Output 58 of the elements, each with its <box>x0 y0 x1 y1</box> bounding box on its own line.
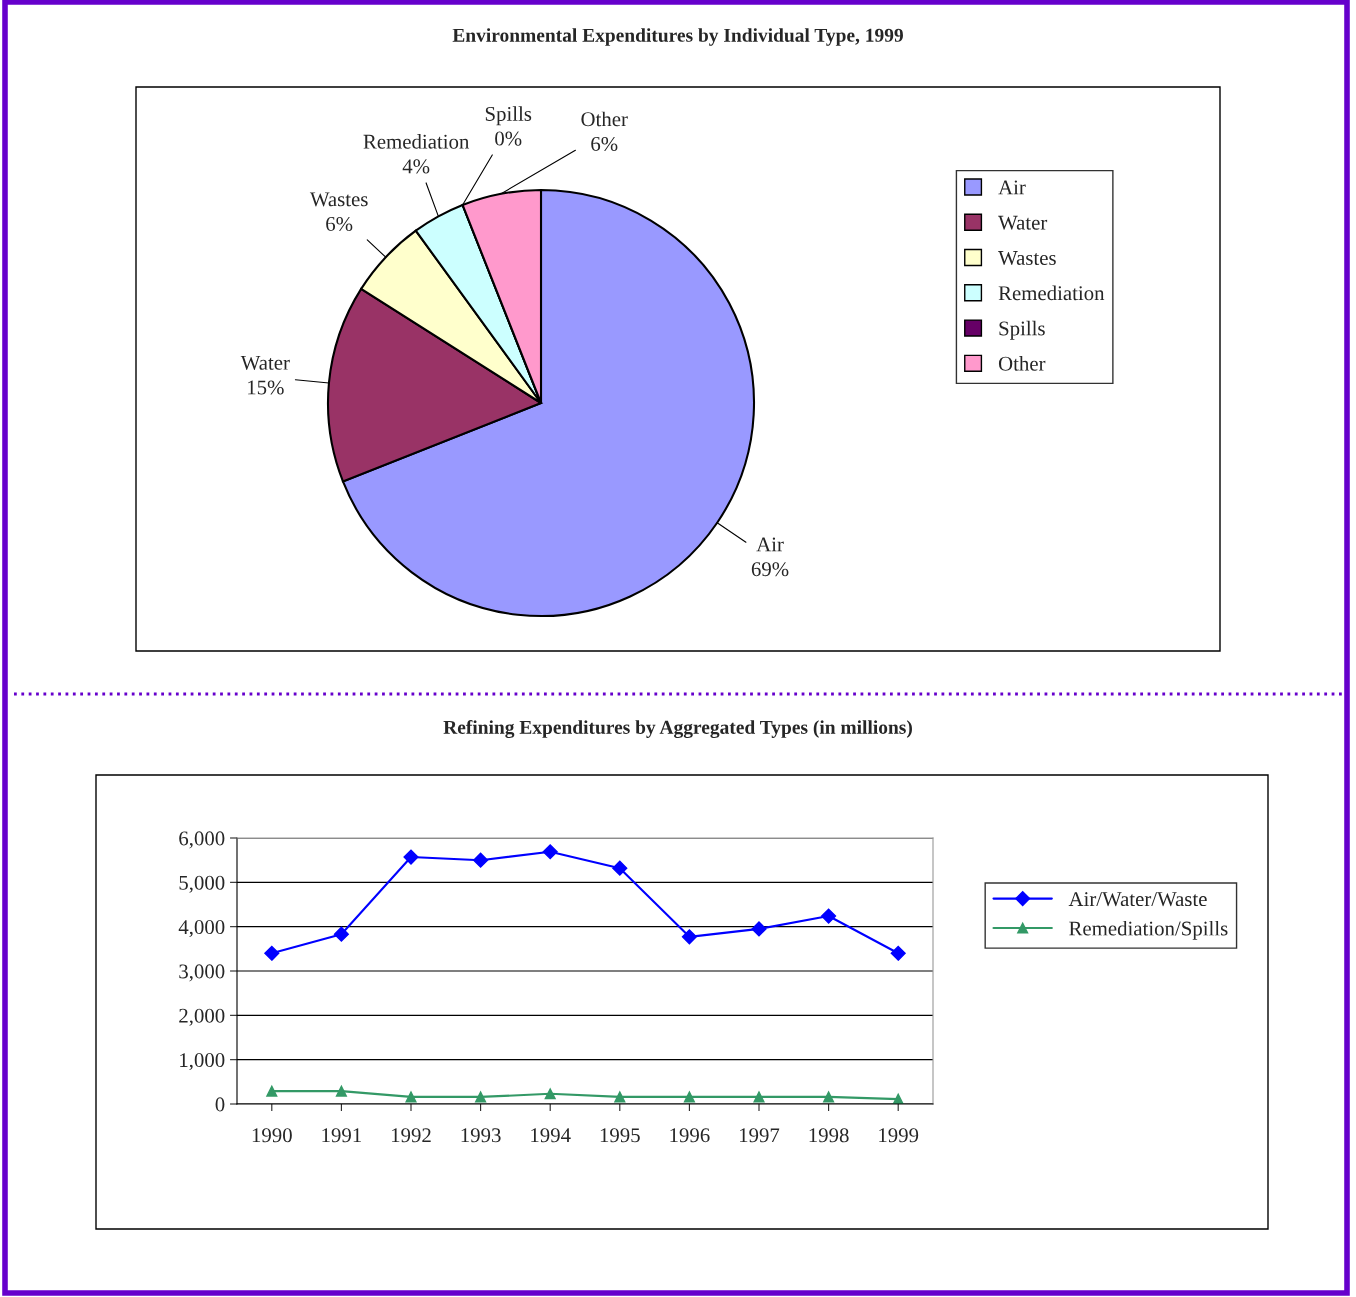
point <box>683 1091 695 1103</box>
point <box>751 921 767 937</box>
point <box>542 844 558 860</box>
legend-label: Other <box>998 356 1046 371</box>
point <box>335 1085 347 1097</box>
point <box>823 1091 835 1103</box>
legend-label: Remediation <box>998 285 1105 301</box>
x-tick-label: 1996 <box>670 1128 710 1143</box>
point <box>475 1091 487 1103</box>
legend-label: Air <box>998 180 1026 195</box>
point <box>612 860 628 876</box>
legend-label: Water <box>998 215 1048 230</box>
chart-title: Environmental Expenditures by Individual Type, 1999 <box>452 28 903 46</box>
chart-title: Refining Expenditures by Aggregated Types (in millions) <box>443 720 912 738</box>
point <box>266 1085 278 1097</box>
point <box>681 929 697 945</box>
x-tick-label: 1992 <box>392 1128 431 1143</box>
y-tick-label: 4,000 <box>178 920 225 938</box>
slice-label: Remediation <box>363 134 470 149</box>
y-tick-label: 6,000 <box>179 831 225 849</box>
legend-label: Wastes <box>998 251 1056 266</box>
x-tick-label: 1999 <box>879 1128 919 1143</box>
legend-label: Spills <box>999 320 1045 340</box>
y-tick-label: 3,000 <box>179 964 225 982</box>
point <box>473 852 489 868</box>
text: 0% <box>495 131 522 146</box>
slice-label: Wastes <box>309 192 368 207</box>
y-tick-label: 0 <box>215 1097 225 1112</box>
data-label: 6% <box>326 216 353 232</box>
x-tick-label: 1993 <box>461 1128 501 1143</box>
legend-label: Remediation/Spills <box>1069 920 1228 940</box>
x-tick-label: 1991 <box>322 1128 361 1143</box>
y-tick-label: 5,000 <box>179 875 225 893</box>
point <box>753 1091 765 1103</box>
point <box>544 1088 556 1100</box>
point <box>403 849 419 865</box>
y-tick-label: 1,000 <box>180 1053 225 1071</box>
x-tick-label: 1995 <box>600 1128 640 1143</box>
legend-label: Air/Water/Waste <box>1068 892 1207 907</box>
point <box>890 945 906 961</box>
data-label: 69% <box>751 562 789 577</box>
y-tick-label: 2,000 <box>179 1008 225 1026</box>
category-label: Spills <box>485 106 532 126</box>
point <box>264 945 280 961</box>
point <box>405 1091 417 1103</box>
slice-label: Air <box>756 537 784 552</box>
point <box>821 908 837 924</box>
data-label: 15% <box>248 380 284 395</box>
x-tick-label: 1990 <box>252 1128 292 1143</box>
x-tick-label: 1997 <box>740 1128 780 1143</box>
slice-label: Water <box>240 355 290 370</box>
x-tick-label: 1998 <box>809 1128 849 1143</box>
data-label: 4% <box>402 159 430 174</box>
point <box>333 926 349 942</box>
slice-label: Other <box>581 111 628 127</box>
data-label: 6% <box>591 136 618 152</box>
x-tick-label: 1994 <box>531 1128 571 1143</box>
point <box>614 1091 626 1103</box>
